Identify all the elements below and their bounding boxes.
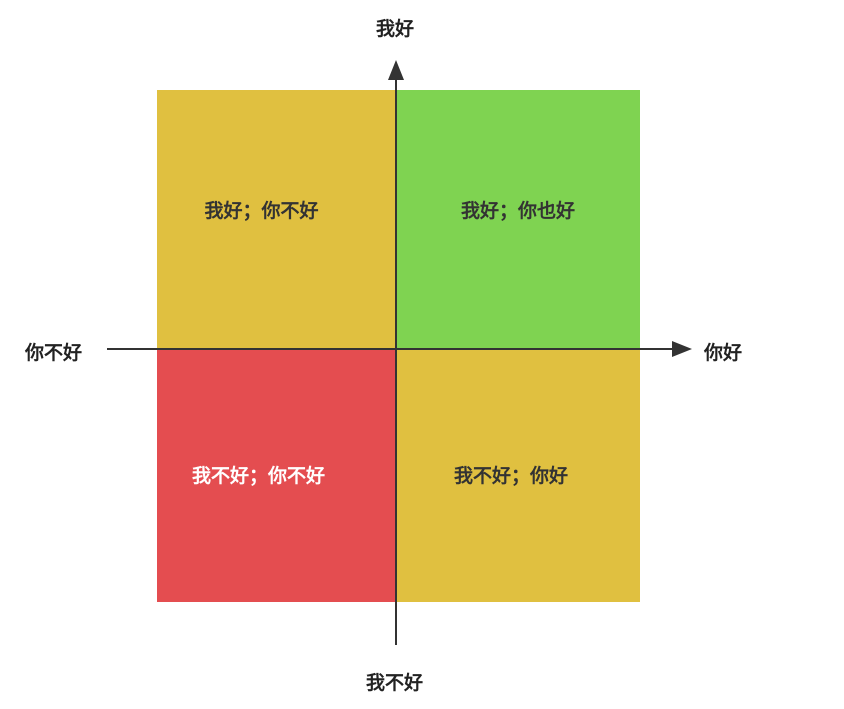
axis-label-left: 你不好: [25, 342, 83, 364]
quadrant-top-right: 我好；你也好: [396, 90, 640, 349]
quadrant-top-left-label: 我好；你不好: [204, 200, 319, 222]
axis-label-right: 你好: [704, 342, 743, 364]
axis-label-bottom: 我不好: [366, 672, 424, 694]
quadrant-bottom-right-label: 我不好；你好: [453, 465, 568, 487]
quadrant-bottom-left-label: 我不好；你不好: [191, 465, 325, 487]
quadrant-bottom-right: 我不好；你好: [396, 349, 640, 602]
quadrant-top-right-label: 我好；你也好: [460, 200, 575, 222]
quadrant-top-left: 我好；你不好: [157, 90, 396, 349]
axis-label-top: 我好: [376, 18, 415, 40]
right-arrow-icon: [672, 341, 692, 357]
quadrant-bottom-left: 我不好；你不好: [157, 349, 396, 602]
up-arrow-icon: [388, 60, 404, 80]
